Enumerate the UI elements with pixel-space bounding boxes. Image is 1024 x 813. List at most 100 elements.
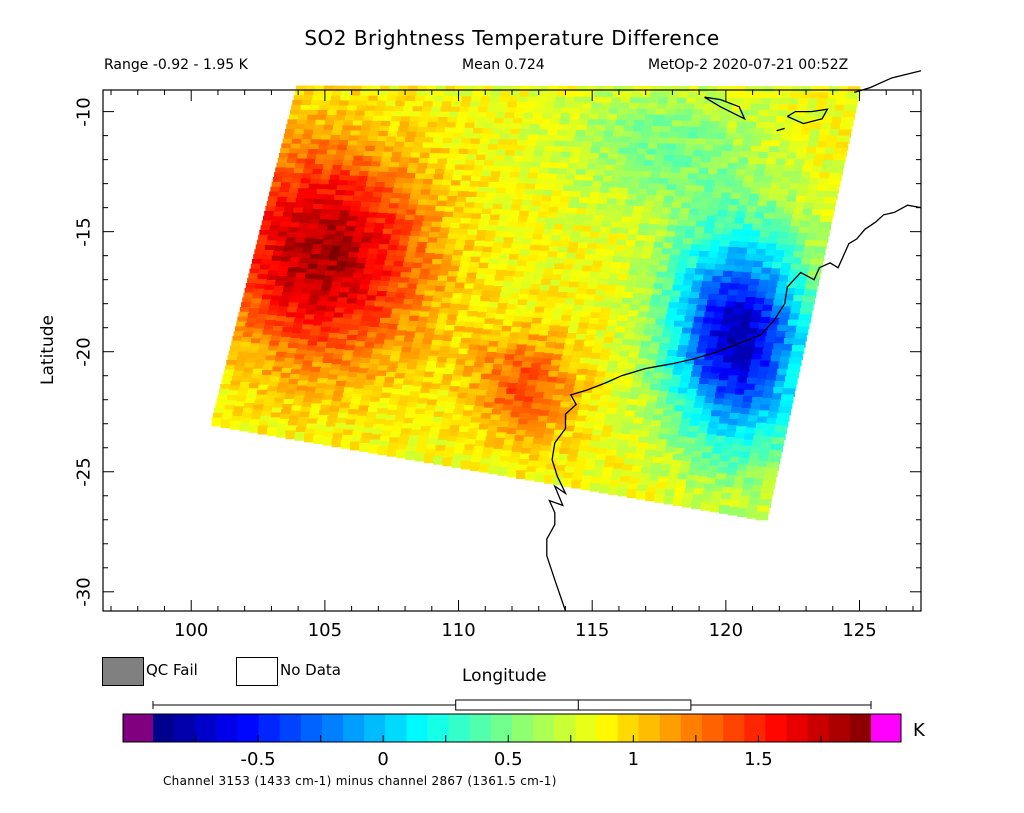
- swath-pixel: [514, 271, 527, 281]
- swath-pixel: [499, 415, 513, 425]
- swath-pixel: [652, 372, 666, 382]
- swath-pixel: [303, 319, 316, 329]
- swath-pixel: [554, 470, 567, 480]
- swath-pixel: [778, 231, 792, 241]
- swath-pixel: [467, 433, 480, 443]
- swath-pixel: [784, 250, 797, 260]
- swath-pixel: [658, 433, 671, 443]
- swath-pixel: [396, 449, 409, 459]
- swath-pixel: [623, 292, 636, 302]
- swath-pixel: [527, 216, 540, 226]
- swath-pixel: [373, 306, 386, 316]
- swath-pixel: [369, 439, 383, 449]
- swath-pixel: [754, 428, 768, 438]
- swath-pixel: [334, 195, 347, 204]
- swath-pixel: [361, 315, 374, 325]
- swath-pixel: [438, 195, 451, 205]
- swath-pixel: [276, 162, 289, 172]
- swath-pixel: [360, 125, 374, 135]
- swath-pixel: [791, 301, 805, 310]
- swath-pixel: [294, 277, 308, 287]
- swath-pixel: [624, 165, 637, 175]
- swath-pixel: [631, 91, 644, 101]
- swath-pixel: [655, 488, 669, 497]
- swath-pixel: [413, 220, 426, 230]
- swath-pixel: [528, 211, 541, 221]
- swath-pixel: [498, 297, 512, 307]
- swath-pixel: [701, 495, 715, 505]
- swath-pixel: [351, 319, 364, 329]
- swath-pixel: [746, 205, 760, 215]
- swath-pixel: [321, 363, 334, 372]
- swath-pixel: [771, 134, 785, 143]
- swath-pixel: [384, 105, 397, 115]
- swath-pixel: [760, 273, 773, 283]
- swath-pixel: [436, 318, 450, 328]
- swath-pixel: [617, 153, 630, 163]
- swath-pixel: [716, 386, 729, 396]
- swath-pixel: [661, 289, 675, 299]
- colorbar-segment: [490, 714, 513, 742]
- swath-pixel: [530, 123, 543, 133]
- swath-pixel: [297, 380, 311, 390]
- swath-pixel: [403, 219, 417, 229]
- swath-pixel: [637, 485, 650, 494]
- swath-pixel: [599, 232, 612, 242]
- swath-pixel: [730, 406, 744, 416]
- swath-pixel: [634, 454, 647, 463]
- swath-pixel: [651, 253, 664, 263]
- swath-pixel: [540, 364, 553, 374]
- swath-pixel: [480, 214, 494, 223]
- swath-pixel: [372, 311, 385, 321]
- swath-pixel: [598, 192, 612, 202]
- swath-pixel: [636, 194, 649, 204]
- swath-pixel: [402, 304, 415, 314]
- swath-pixel: [708, 293, 721, 303]
- swath-pixel: [689, 292, 703, 301]
- swath-pixel: [313, 239, 327, 248]
- swath-pixel: [602, 467, 616, 476]
- swath-pixel: [786, 195, 799, 205]
- swath-pixel: [354, 115, 367, 125]
- swath-pixel: [593, 465, 607, 475]
- swath-pixel: [671, 417, 684, 426]
- swath-pixel: [250, 263, 264, 273]
- swath-pixel: [377, 446, 390, 456]
- swath-pixel: [309, 371, 322, 381]
- swath-pixel: [536, 96, 550, 106]
- swath-pixel: [386, 409, 399, 419]
- swath-pixel: [359, 325, 372, 335]
- swath-pixel: [308, 149, 321, 158]
- swath-pixel: [794, 245, 807, 255]
- swath-pixel: [729, 456, 742, 466]
- swath-pixel: [283, 362, 296, 372]
- swath-pixel: [355, 341, 368, 351]
- swath-pixel: [563, 102, 576, 112]
- swath-pixel: [605, 125, 618, 134]
- swath-pixel: [759, 493, 773, 502]
- swath-pixel: [609, 147, 622, 157]
- swath-pixel: [271, 255, 285, 265]
- swath-pixel: [299, 411, 312, 421]
- swath-pixel: [653, 242, 667, 251]
- swath-pixel: [591, 347, 605, 357]
- swath-pixel: [716, 300, 729, 310]
- swath-pixel: [815, 104, 829, 114]
- swath-pixel: [704, 227, 717, 237]
- swath-pixel: [323, 275, 337, 285]
- swath-pixel: [398, 126, 411, 136]
- swath-pixel: [573, 427, 587, 436]
- swath-pixel: [499, 133, 513, 143]
- swath-pixel: [238, 351, 251, 361]
- swath-pixel: [504, 354, 518, 364]
- swath-pixel: [548, 452, 562, 462]
- swath-pixel: [364, 305, 377, 315]
- swath-pixel: [334, 349, 347, 358]
- swath-pixel: [314, 274, 327, 284]
- swath-pixel: [466, 272, 480, 282]
- swath-pixel: [649, 177, 662, 187]
- swath-pixel: [701, 323, 715, 333]
- swath-pixel: [302, 283, 316, 293]
- swath-pixel: [237, 391, 250, 401]
- swath-pixel: [671, 460, 684, 469]
